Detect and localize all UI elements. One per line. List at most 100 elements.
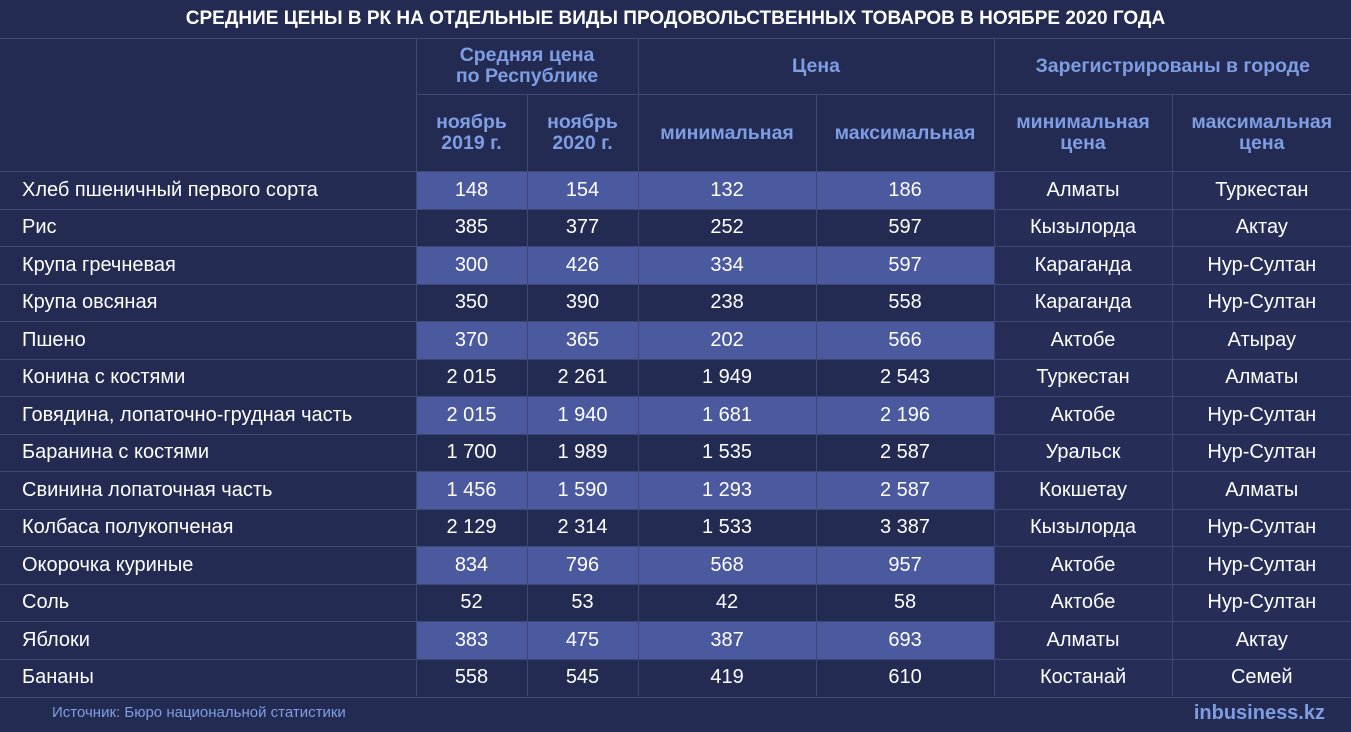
product-name-cell: Крупа овсяная: [0, 283, 416, 322]
min-price-cell: 1 533: [637, 508, 817, 547]
min-price-city-cell: Караганда: [993, 246, 1173, 284]
min-price-cell: 252: [637, 208, 817, 247]
min-price-city-cell: Актобе: [993, 583, 1173, 622]
price-nov-2020-cell: 154: [526, 171, 639, 209]
min-price-cell: 42: [637, 583, 817, 622]
product-name-cell: Говядина, лопаточно-грудная часть: [0, 396, 416, 434]
max-price-cell: 3 387: [815, 508, 995, 547]
max-price-cell: 2 587: [815, 471, 995, 509]
max-price-city-cell: Актау: [1171, 621, 1351, 659]
price-nov-2020-cell: 475: [526, 621, 639, 659]
product-name-cell: Пшено: [0, 321, 416, 359]
max-price-city-cell: Алматы: [1171, 471, 1351, 509]
price-nov-2020-cell: 1 989: [526, 433, 639, 472]
col-header-nov-2019: ноябрь 2019 г.: [415, 94, 527, 172]
max-price-city-cell: Нур-Султан: [1171, 283, 1351, 322]
min-price-cell: 202: [637, 321, 817, 359]
product-name-cell: Свинина лопаточная часть: [0, 471, 416, 509]
table-row: Крупа гречневая 300 426 334 597 Караганда Нур-…: [0, 246, 1351, 284]
table-row: Соль 52 53 42 58 Актобе Нур-Султан: [0, 583, 1351, 622]
table-title: СРЕДНИЕ ЦЕНЫ В РК НА ОТДЕЛЬНЫЕ ВИДЫ ПРОД…: [0, 0, 1351, 39]
product-name-cell: Конина с костями: [0, 358, 416, 397]
max-price-city-cell: Нур-Султан: [1171, 433, 1351, 472]
max-price-cell: 693: [815, 621, 995, 659]
table-row: Баранина с костями 1 700 1 989 1 535 2 587 Ур…: [0, 433, 1351, 472]
product-name-cell: Яблоки: [0, 621, 416, 659]
price-nov-2020-cell: 545: [526, 658, 639, 696]
price-nov-2019-cell: 1 700: [415, 433, 527, 472]
table-row: Конина с костями 2 015 2 261 1 949 2 543 Турк…: [0, 358, 1351, 397]
price-nov-2020-cell: 2 261: [526, 358, 639, 397]
price-nov-2020-cell: 1 940: [526, 396, 639, 434]
table-row: Яблоки 383 475 387 693 Алматы Актау: [0, 621, 1351, 659]
min-price-cell: 1 535: [637, 433, 817, 472]
col-header-min-city: минимальная цена: [993, 94, 1173, 172]
max-price-city-cell: Атырау: [1171, 321, 1351, 359]
min-price-cell: 387: [637, 621, 817, 659]
max-price-city-cell: Актау: [1171, 208, 1351, 247]
table-row: Свинина лопаточная часть 1 456 1 590 1 293 2…: [0, 471, 1351, 509]
product-name-cell: Бананы: [0, 658, 416, 696]
min-price-city-cell: Актобе: [993, 321, 1173, 359]
price-nov-2019-cell: 52: [415, 583, 527, 622]
min-price-cell: 1 293: [637, 471, 817, 509]
price-nov-2019-cell: 383: [415, 621, 527, 659]
price-nov-2019-cell: 558: [415, 658, 527, 696]
product-name-cell: Баранина с костями: [0, 433, 416, 472]
min-price-city-cell: Уральск: [993, 433, 1173, 472]
max-price-city-cell: Семей: [1171, 658, 1351, 696]
max-price-cell: 957: [815, 546, 995, 584]
price-nov-2019-cell: 370: [415, 321, 527, 359]
table-row: Говядина, лопаточно-грудная часть 2 015 1 …: [0, 396, 1351, 434]
col-header-min-price: минимальная: [637, 94, 817, 172]
price-nov-2019-cell: 834: [415, 546, 527, 584]
price-nov-2019-cell: 300: [415, 246, 527, 284]
max-price-cell: 597: [815, 208, 995, 247]
table-row: Колбаса полукопченая 2 129 2 314 1 533 3 387…: [0, 508, 1351, 547]
max-price-city-cell: Нур-Султан: [1171, 508, 1351, 547]
min-price-city-cell: Туркестан: [993, 358, 1173, 397]
product-name-cell: Крупа гречневая: [0, 246, 416, 284]
min-price-cell: 1 949: [637, 358, 817, 397]
table-row: Окорочка куриные 834 796 568 957 Актобе Нур-Су…: [0, 546, 1351, 584]
min-price-cell: 568: [637, 546, 817, 584]
min-price-city-cell: Караганда: [993, 283, 1173, 322]
price-nov-2019-cell: 350: [415, 283, 527, 322]
table-row: Хлеб пшеничный первого сорта 148 154 132 186…: [0, 171, 1351, 209]
min-price-cell: 334: [637, 246, 817, 284]
product-name-cell: Хлеб пшеничный первого сорта: [0, 171, 416, 209]
min-price-city-cell: Кызылорда: [993, 208, 1173, 247]
price-nov-2020-cell: 377: [526, 208, 639, 247]
inbusiness-logo: inbusiness.kz: [1193, 702, 1325, 724]
price-nov-2020-cell: 53: [526, 583, 639, 622]
min-price-city-cell: Кокшетау: [993, 471, 1173, 509]
min-price-cell: 238: [637, 283, 817, 322]
max-price-city-cell: Нур-Султан: [1171, 246, 1351, 284]
price-nov-2019-cell: 2 015: [415, 396, 527, 434]
max-price-city-cell: Нур-Султан: [1171, 396, 1351, 434]
price-nov-2019-cell: 148: [415, 171, 527, 209]
product-name-cell: Соль: [0, 583, 416, 622]
price-table: Средняя цена по Республике Цена Зарегист…: [0, 38, 1351, 696]
table-row: Бананы 558 545 419 610 Костанай Семей: [0, 658, 1351, 696]
table-row: Пшено 370 365 202 566 Актобе Атырау: [0, 321, 1351, 359]
table-row: Рис 385 377 252 597 Кызылорда Актау: [0, 208, 1351, 247]
max-price-cell: 2 196: [815, 396, 995, 434]
max-price-city-cell: Туркестан: [1171, 171, 1351, 209]
footer: Источник: Бюро национальной статистики i…: [0, 697, 1351, 732]
min-price-city-cell: Кызылорда: [993, 508, 1173, 547]
product-name-cell: Рис: [0, 208, 416, 247]
price-nov-2019-cell: 1 456: [415, 471, 527, 509]
min-price-city-cell: Алматы: [993, 621, 1173, 659]
price-nov-2020-cell: 1 590: [526, 471, 639, 509]
price-nov-2020-cell: 796: [526, 546, 639, 584]
max-price-cell: 597: [815, 246, 995, 284]
col-header-max-price: максимальная: [815, 94, 995, 172]
city-group-header: Зарегистрированы в городе: [993, 38, 1351, 95]
product-name-cell: Колбаса полукопченая: [0, 508, 416, 547]
price-nov-2020-cell: 390: [526, 283, 639, 322]
source-note: Источник: Бюро национальной статистики: [52, 704, 346, 721]
price-nov-2020-cell: 365: [526, 321, 639, 359]
min-price-cell: 1 681: [637, 396, 817, 434]
product-name-cell: Окорочка куриные: [0, 546, 416, 584]
